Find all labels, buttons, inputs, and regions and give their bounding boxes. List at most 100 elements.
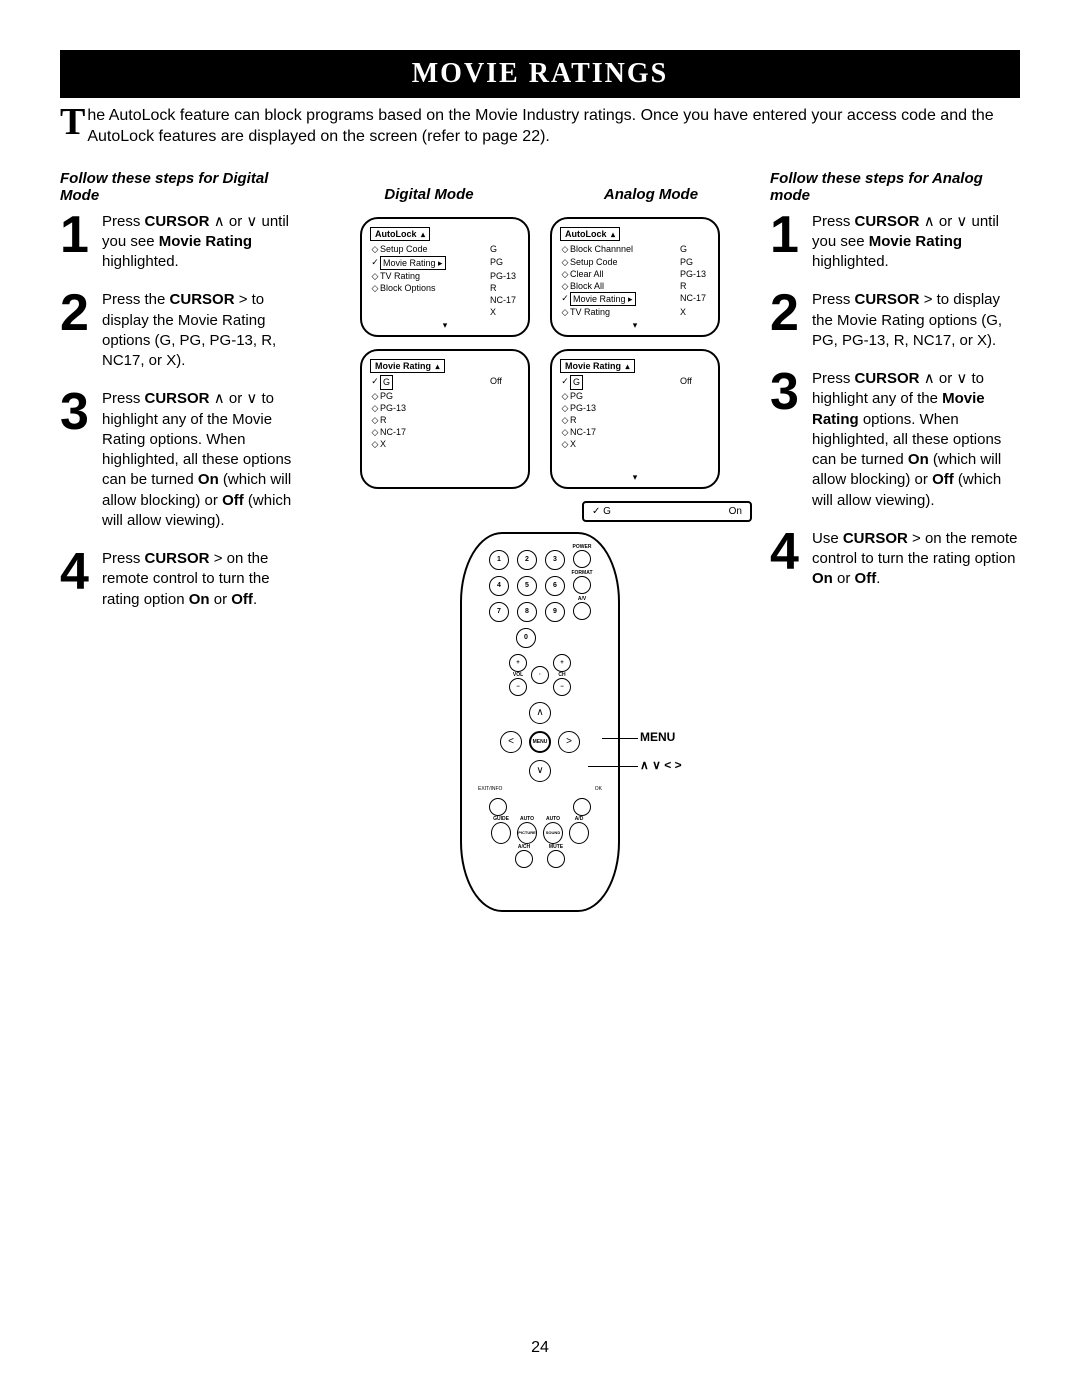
remote-btn-2: 2: [517, 550, 537, 570]
step-text: Press the CURSOR > to display the Movie …: [102, 290, 310, 371]
ch-up-button: +: [553, 654, 571, 672]
osd-row: ◇Setup CodeG: [370, 243, 520, 255]
osd-title: AutoLock ▴: [560, 227, 620, 242]
osd-row: ✓Movie Rating ▸NC-17: [560, 292, 710, 306]
osd-analog-autolock: AutoLock ▴◇Block ChannnelG◇Setup CodePG◇…: [550, 217, 720, 337]
step-3: 3Press CURSOR ∧ or ∨ to highlight any of…: [770, 369, 1020, 511]
exit-button: [489, 798, 507, 816]
right-subtitle: Follow these steps for Analog mode: [770, 170, 1020, 204]
menu-button: MENU: [529, 731, 551, 753]
step-text: Press CURSOR > on the remote control to …: [102, 549, 310, 610]
remote-btn-guide: GUIDE: [491, 822, 511, 844]
ok-button: [573, 798, 591, 816]
down-arrow-icon: ▾: [443, 320, 448, 331]
down-arrow-icon: ▾: [633, 320, 638, 331]
vol-down-button: −: [509, 678, 527, 696]
cursor-pad: ∧ ∨ < MENU >: [490, 702, 590, 782]
osd-row: ✓GOff: [370, 375, 520, 389]
step-text: Press CURSOR ∧ or ∨ to highlight any of …: [102, 389, 310, 531]
remote-btn-format: FORMAT: [573, 576, 591, 594]
step-4: 4Use CURSOR > on the remote control to t…: [770, 529, 1020, 590]
osd-row: ◇PG-13: [560, 402, 710, 414]
osd-row: ◇TV RatingPG-13: [370, 270, 520, 282]
osd-row: ◇PG: [560, 390, 710, 402]
cursor-down-button: ∨: [529, 760, 551, 782]
center-dot-button: ·: [531, 666, 549, 684]
step-text: Press CURSOR ∧ or ∨ to highlight any of …: [812, 369, 1020, 511]
step-4: 4Press CURSOR > on the remote control to…: [60, 549, 310, 610]
g-on-right: On: [729, 506, 742, 517]
osd-row: ◇TV RatingX: [560, 306, 710, 318]
step-2: 2Press CURSOR > to display the Movie Rat…: [770, 290, 1020, 351]
remote-btn-auto: AUTOPICTURE: [517, 822, 537, 844]
step-number: 2: [60, 290, 102, 371]
left-subtitle: Follow these steps for Digital Mode: [60, 170, 310, 204]
step-2: 2Press the CURSOR > to display the Movie…: [60, 290, 310, 371]
osd-row: ◇R: [560, 414, 710, 426]
remote-btn-power: POWER: [573, 550, 591, 568]
remote-btn-6: 6: [545, 576, 565, 596]
osd-row: ◇PG-13: [370, 402, 520, 414]
osd-row: ◇PG: [370, 390, 520, 402]
osd-row: ✓Movie Rating ▸PG: [370, 256, 520, 270]
remote-btn-auto: AUTOSOUND: [543, 822, 563, 844]
intro-paragraph: The AutoLock feature can block programs …: [60, 106, 1020, 148]
remote-btn-3: 3: [545, 550, 565, 570]
remote-btn-4: 4: [489, 576, 509, 596]
remote-body: 123POWER456FORMAT789A/V0 + VOL − · + CH …: [460, 532, 620, 912]
right-column: Follow these steps for Analog mode 1Pres…: [770, 164, 1020, 608]
intro-text: he AutoLock feature can block programs b…: [87, 107, 993, 145]
step-1: 1Press CURSOR ∧ or ∨ until you see Movie…: [60, 212, 310, 273]
osd-row: ◇X: [560, 438, 710, 450]
remote-btn-8: 8: [517, 602, 537, 622]
osd-row: X: [370, 306, 520, 318]
cursor-callout-label: ∧ ∨ < >: [640, 758, 682, 772]
vol-label: VOL: [513, 672, 523, 678]
remote-btn-0: 0: [516, 628, 536, 648]
manual-page: MOVIE RATINGS The AutoLock feature can b…: [0, 0, 1080, 1397]
osd-row: ◇Clear AllPG-13: [560, 268, 710, 280]
osd-row: ◇Block OptionsR: [370, 282, 520, 294]
osd-analog-movierating: Movie Rating ▴✓GOff◇PG◇PG-13◇R◇NC-17◇X▾: [550, 349, 720, 489]
osd-title: Movie Rating ▴: [370, 359, 445, 374]
osd-row: ◇NC-17: [370, 426, 520, 438]
step-number: 1: [60, 212, 102, 273]
remote-btn-a/v: A/V: [573, 602, 591, 620]
cursor-up-button: ∧: [529, 702, 551, 724]
step-number: 4: [60, 549, 102, 610]
osd-digital-movierating: Movie Rating ▴✓GOff◇PG◇PG-13◇R◇NC-17◇X: [360, 349, 530, 489]
osd-row: NC-17: [370, 294, 520, 306]
step-number: 1: [770, 212, 812, 273]
remote-btn-5: 5: [517, 576, 537, 596]
step-number: 2: [770, 290, 812, 351]
step-number: 3: [770, 369, 812, 511]
remote-control-diagram: 123POWER456FORMAT789A/V0 + VOL − · + CH …: [328, 532, 752, 912]
step-text: Use CURSOR > on the remote control to tu…: [812, 529, 1020, 590]
vol-up-button: +: [509, 654, 527, 672]
ch-down-button: −: [553, 678, 571, 696]
remote-btn-a/d: A/D: [569, 822, 589, 844]
remote-btn-1: 1: [489, 550, 509, 570]
remote-btn-9: 9: [545, 602, 565, 622]
step-text: Press CURSOR ∧ or ∨ until you see Movie …: [102, 212, 310, 273]
menu-callout-label: MENU: [640, 730, 675, 744]
exit-info-label: EXIT/INFO: [478, 786, 502, 792]
step-1: 1Press CURSOR ∧ or ∨ until you see Movie…: [770, 212, 1020, 273]
g-on-left: ✓ G: [592, 506, 611, 517]
down-arrow-icon: ▾: [633, 472, 638, 483]
middle-column: Digital Mode Analog Mode AutoLock ▴◇Setu…: [328, 164, 752, 912]
step-number: 3: [60, 389, 102, 531]
cursor-callout-line: [588, 766, 638, 767]
step-number: 4: [770, 529, 812, 590]
step-3: 3Press CURSOR ∧ or ∨ to highlight any of…: [60, 389, 310, 531]
osd-row: ✓GOff: [560, 375, 710, 389]
page-title: MOVIE RATINGS: [60, 50, 1020, 98]
cursor-left-button: <: [500, 731, 522, 753]
osd-row: ◇R: [370, 414, 520, 426]
columns: Follow these steps for Digital Mode 1Pre…: [60, 164, 1020, 912]
osd-row: ◇Setup CodePG: [560, 256, 710, 268]
drop-cap: T: [60, 106, 87, 138]
left-column: Follow these steps for Digital Mode 1Pre…: [60, 164, 310, 628]
g-on-box: ✓ G On: [582, 501, 752, 522]
osd-title: Movie Rating ▴: [560, 359, 635, 374]
